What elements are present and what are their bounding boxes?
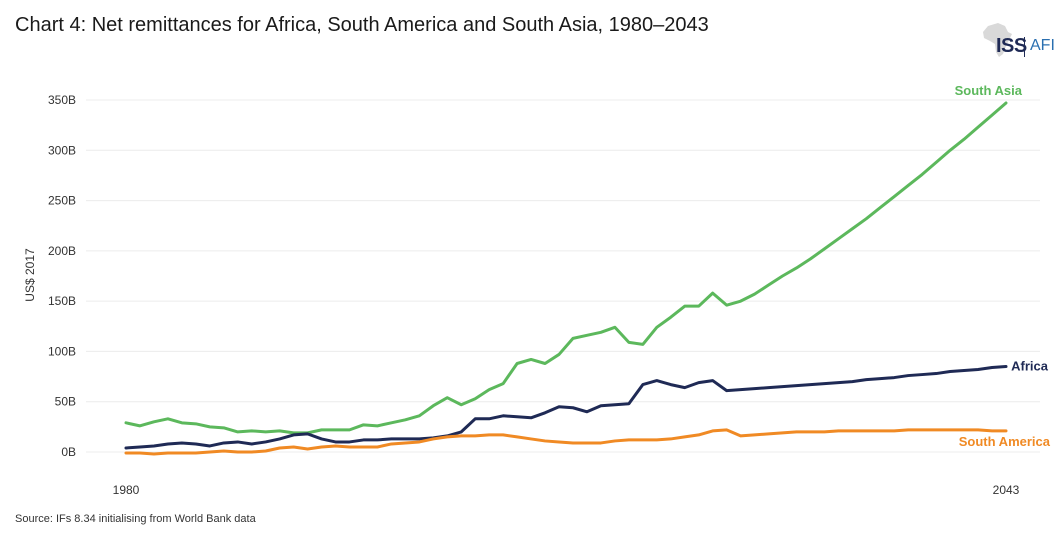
y-tick-label: 100B <box>48 344 76 358</box>
series-line-africa <box>124 365 1008 450</box>
y-tick-label: 200B <box>48 244 76 258</box>
iss-afi-logo: ISS AFI <box>978 20 1058 70</box>
y-tick-label: 0B <box>61 445 76 459</box>
logo-divider <box>1024 37 1025 57</box>
y-tick-label: 350B <box>48 93 76 107</box>
series-label-south-asia: South Asia <box>955 83 1023 98</box>
series-line-south-asia <box>124 101 1008 435</box>
logo-afi-text: AFI <box>1030 37 1055 54</box>
y-tick-label: 50B <box>55 395 76 409</box>
logo-iss-text: ISS <box>996 35 1027 57</box>
gridlines <box>86 99 1040 453</box>
y-tick-label: 300B <box>48 143 76 157</box>
x-tick-label: 1980 <box>113 483 140 497</box>
y-tick-label: 250B <box>48 194 76 208</box>
x-tick-label: 2043 <box>993 483 1020 497</box>
x-axis-ticks: 1980 2043 <box>113 483 1020 497</box>
chart-title: Chart 4: Net remittances for Africa, Sou… <box>15 14 709 36</box>
source-note: Source: IFs 8.34 initialising from World… <box>15 513 256 525</box>
series-lines <box>124 101 1008 456</box>
series-labels: South Asia Africa South America <box>955 83 1051 449</box>
series-label-south-america: South America <box>959 434 1051 449</box>
y-axis-label: US$ 2017 <box>23 248 37 302</box>
series-line-south-america <box>124 428 1008 456</box>
y-axis-ticks: 0B 50B 100B 150B 200B 250B 300B 350B <box>48 93 76 459</box>
africa-map-icon <box>983 23 1012 57</box>
y-tick-label: 150B <box>48 294 76 308</box>
series-label-africa: Africa <box>1011 359 1049 374</box>
